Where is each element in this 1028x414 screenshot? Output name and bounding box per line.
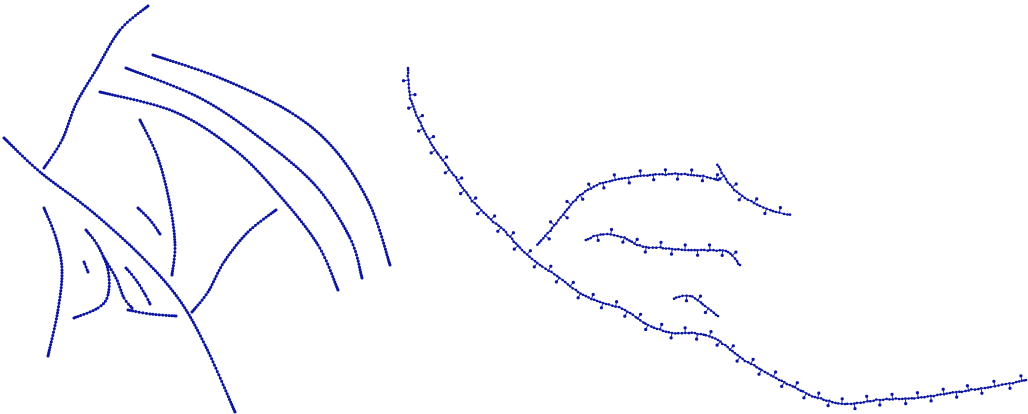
left-strand-5 [2,136,237,414]
left-panel-parallel-strands [2,4,392,414]
left-strand-13 [124,266,152,306]
left-strand-8 [190,208,278,314]
right-chain-4 [584,227,742,267]
left-strand-10 [72,228,111,320]
right-panel-branched-chains [401,66,1028,411]
left-strand-2 [151,53,392,267]
left-strand-7 [136,206,162,236]
right-chain-1 [401,66,1028,411]
left-strand-1 [42,4,150,170]
left-strand-9 [42,206,64,358]
right-chain-5 [672,294,720,318]
left-strand-12 [102,256,134,310]
right-chain-2 [536,168,720,246]
right-chain-3 [716,163,792,216]
left-strand-14 [126,308,178,318]
left-strand-6 [138,118,177,277]
left-strand-3 [124,66,364,280]
left-strand-11 [82,260,90,274]
left-strand-4 [98,90,340,292]
